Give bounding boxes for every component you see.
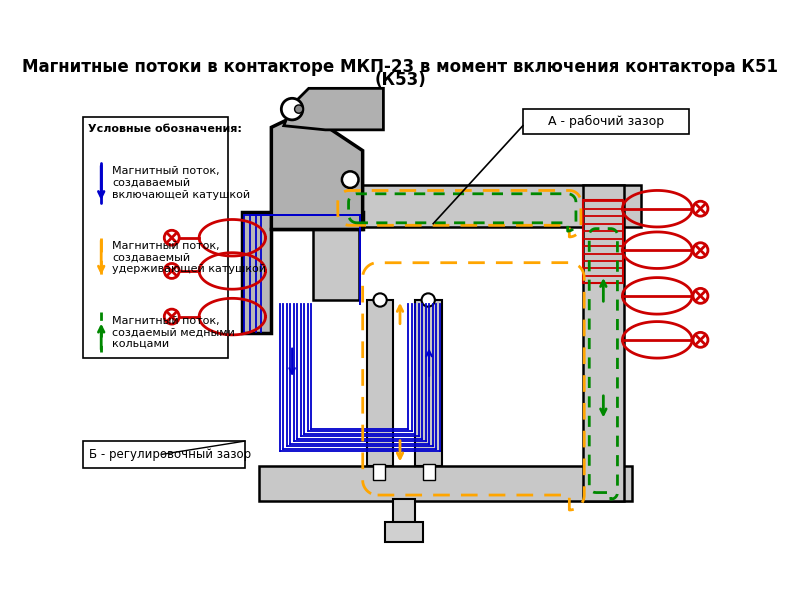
Polygon shape [242, 212, 362, 333]
Text: (К53): (К53) [374, 71, 426, 89]
Circle shape [342, 172, 358, 188]
Text: Условные обозначения:: Условные обозначения: [88, 124, 242, 134]
Bar [385, 523, 423, 542]
Circle shape [693, 201, 708, 216]
Bar [313, 185, 641, 227]
Bar [423, 464, 435, 480]
Text: Магнитные потоки в контакторе МКП-23 в момент включения контактора К51: Магнитные потоки в контакторе МКП-23 в м… [22, 58, 778, 76]
Circle shape [374, 293, 386, 307]
Bar [259, 466, 633, 501]
Text: Магнитный поток,
создаваемый
включающей катушкой: Магнитный поток, создаваемый включающей … [112, 166, 250, 200]
Text: Магнитный поток,
создаемый медными
кольцами: Магнитный поток, создаемый медными кольц… [112, 316, 235, 349]
Bar [83, 441, 245, 467]
Bar [415, 300, 442, 466]
Bar [366, 300, 394, 466]
Circle shape [294, 105, 303, 113]
Circle shape [164, 309, 179, 324]
Text: А - рабочий зазор: А - рабочий зазор [548, 115, 664, 128]
Circle shape [282, 98, 303, 120]
Polygon shape [271, 118, 362, 229]
Polygon shape [284, 88, 383, 130]
Circle shape [693, 332, 708, 347]
Text: Магнитный поток,
создаваемый
удерживающей катушкой: Магнитный поток, создаваемый удерживающе… [112, 241, 266, 274]
Bar [313, 225, 358, 300]
Bar [583, 200, 623, 283]
Circle shape [693, 243, 708, 257]
Bar [523, 109, 689, 134]
Bar [582, 185, 624, 501]
Bar [394, 499, 415, 524]
Circle shape [422, 293, 435, 307]
Bar [374, 464, 385, 480]
Circle shape [164, 230, 179, 245]
Circle shape [693, 289, 708, 304]
Text: Б - регулировочный зазор: Б - регулировочный зазор [89, 448, 251, 461]
Bar [83, 118, 228, 358]
Circle shape [164, 263, 179, 278]
